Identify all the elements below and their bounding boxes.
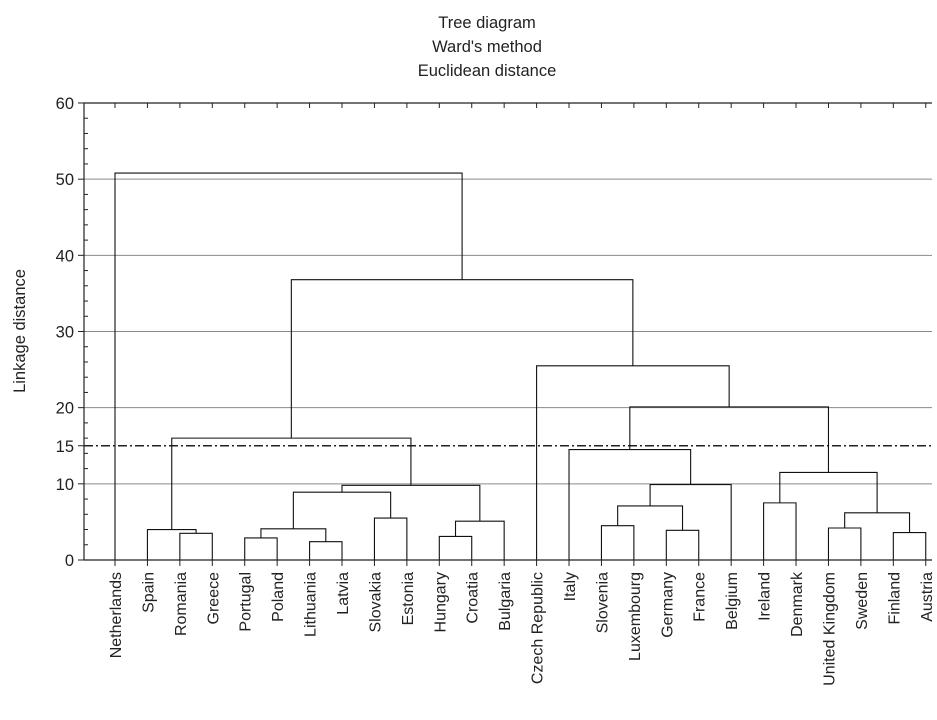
title-line-2: Ward's method: [432, 38, 542, 56]
leaf-label: Finland: [886, 572, 903, 624]
dendrogram-link: [245, 538, 277, 560]
leaf-label: Luxembourg: [627, 572, 644, 661]
leaf-label: Lithuania: [303, 572, 320, 637]
dendrogram-link: [764, 503, 796, 560]
leaf-label: Portugal: [238, 572, 255, 632]
leaf-label: Bulgaria: [497, 572, 514, 631]
leaf-label: United Kingdom: [821, 572, 838, 686]
leaf-label: Spain: [140, 572, 157, 613]
leaf-label: Belgium: [724, 572, 741, 630]
dendrogram-link: [342, 485, 480, 521]
dendrogram-link: [310, 542, 342, 560]
dendrogram-link: [569, 450, 691, 560]
leaf-label: Hungary: [432, 572, 449, 632]
dendrogram-link: [456, 521, 505, 560]
leaf-label: Romania: [173, 572, 190, 636]
leaf-label: Poland: [270, 572, 287, 622]
dendrogram-link: [291, 280, 633, 438]
dendrogram-link: [601, 526, 633, 560]
dendrogram-link: [845, 513, 910, 533]
dendrogram-link: [180, 533, 212, 560]
leaf-label: Ireland: [757, 572, 774, 621]
y-tick-label: 15: [56, 438, 74, 456]
dendrogram-link: [650, 485, 731, 560]
y-axis-ticks: 0 10 15 20 30 40 50 60: [56, 95, 88, 570]
leaf-label: Sweden: [854, 572, 871, 630]
leaf-label: France: [692, 572, 709, 622]
dendrogram-link: [374, 518, 406, 560]
dendrogram-link: [261, 529, 326, 542]
leaf-label: Austria: [919, 572, 936, 622]
leaf-label: Croatia: [465, 572, 482, 624]
leaf-label: Slovakia: [367, 572, 384, 633]
title-line-3: Euclidean distance: [418, 62, 557, 80]
leaf-label: Czech Republic: [530, 572, 547, 684]
dendrogram-links: [115, 173, 926, 560]
dendrogram-link: [780, 472, 877, 512]
dendrogram-link: [666, 530, 698, 560]
dendrogram-link: [537, 366, 730, 560]
dendrogram-link: [439, 536, 471, 560]
y-tick-label: 60: [56, 95, 74, 113]
leaf-label: Greece: [205, 572, 222, 625]
leaf-label: Germany: [659, 572, 676, 638]
y-tick-label: 50: [56, 171, 74, 189]
leaf-label: Italy: [562, 572, 579, 601]
dendrogram-link: [618, 506, 683, 530]
leaf-labels: Netherlands Spain Romania Greece Portugal Pol…: [108, 571, 936, 686]
y-tick-label: 40: [56, 247, 74, 265]
y-tick-label: 10: [56, 476, 74, 494]
dendrogram-link: [147, 530, 196, 560]
title-line-1: Tree diagram: [438, 14, 536, 32]
x-axis-ticks: [115, 103, 926, 566]
y-axis-title: Linkage distance: [11, 269, 29, 393]
dendrogram-link: [115, 173, 462, 560]
y-tick-label: 0: [65, 552, 74, 570]
y-tick-label: 30: [56, 324, 74, 342]
leaf-label: Slovenia: [594, 572, 611, 633]
dendrogram-link: [630, 407, 829, 473]
dendrogram-link: [293, 492, 390, 529]
leaf-label: Estonia: [400, 572, 417, 625]
dendrogram-link: [828, 528, 860, 560]
dendrogram-link: [893, 533, 925, 560]
leaf-label: Denmark: [789, 571, 806, 637]
leaf-label: Latvia: [335, 572, 352, 615]
leaf-label: Netherlands: [108, 572, 125, 658]
chart-title: Tree diagram Ward's method Euclidean dis…: [418, 14, 557, 80]
y-tick-label: 20: [56, 400, 74, 418]
